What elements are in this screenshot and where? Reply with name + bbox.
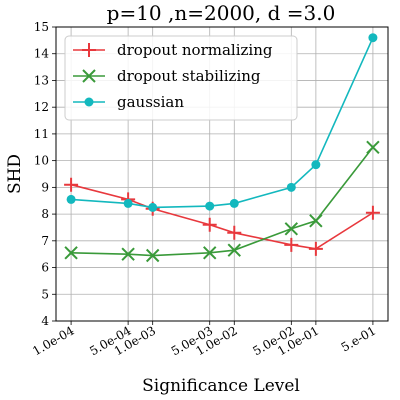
legend: dropout normalizing dropout stabilizing ga… [64, 35, 298, 121]
series-line [70, 183, 374, 250]
y-tick-label: 10 [34, 154, 49, 168]
data-point [311, 160, 321, 170]
chart-title: p=10 ,n=2000, d =3.0 [107, 1, 336, 25]
legend-marker [82, 69, 96, 83]
data-point [284, 237, 299, 252]
legend-item: gaussian [73, 93, 184, 111]
data-point [227, 225, 242, 240]
data-point [64, 246, 78, 260]
x-tick-label: 1.0e-04 [30, 323, 77, 358]
y-tick-label: 13 [34, 73, 49, 87]
y-tick-label: 5 [41, 287, 49, 301]
data-point [202, 217, 217, 232]
legend-marker [82, 43, 96, 57]
y-tick-label: 9 [41, 180, 49, 194]
data-point [309, 214, 323, 228]
legend-marker [84, 97, 94, 107]
data-point [308, 241, 323, 256]
data-point [145, 248, 160, 263]
legend-box [64, 35, 298, 121]
data-point [366, 140, 380, 154]
y-tick-label: 4 [41, 314, 49, 328]
x-axis-label: Significance Level [142, 376, 300, 396]
legend-label: gaussian [117, 93, 184, 111]
data-point [284, 222, 299, 236]
series-line [71, 146, 374, 257]
data-point [286, 182, 296, 192]
data-point [64, 177, 79, 192]
data-point [227, 243, 241, 257]
series-dropout-stabilizing [64, 140, 380, 263]
legend-label: dropout stabilizing [117, 67, 261, 85]
y-tick-label: 15 [34, 20, 49, 34]
y-tick-label: 12 [34, 100, 49, 114]
data-point [365, 205, 380, 220]
series-gaussian [66, 33, 378, 212]
plot-frame [55, 26, 389, 322]
y-tick-label: 11 [34, 127, 49, 141]
series-layer [64, 33, 380, 263]
y-tick-label: 6 [41, 261, 49, 275]
data-point [368, 33, 378, 43]
legend-item: dropout normalizing [73, 41, 273, 59]
y-axis-label: SHD [5, 154, 25, 194]
data-point [229, 198, 239, 208]
data-point [123, 198, 133, 208]
series-dropout-normalizing [64, 177, 380, 256]
data-point [121, 247, 135, 261]
legend-label: dropout normalizing [117, 41, 273, 59]
y-tick-label: 8 [41, 207, 49, 221]
y-tick-label: 14 [34, 47, 50, 61]
data-point [203, 246, 217, 260]
data-point [66, 194, 76, 204]
x-tick-label: 5.e-01 [339, 323, 379, 354]
legend-item: dropout stabilizing [73, 67, 261, 85]
data-point [205, 201, 215, 211]
data-point [148, 202, 158, 212]
y-tick-label: 7 [41, 234, 49, 248]
